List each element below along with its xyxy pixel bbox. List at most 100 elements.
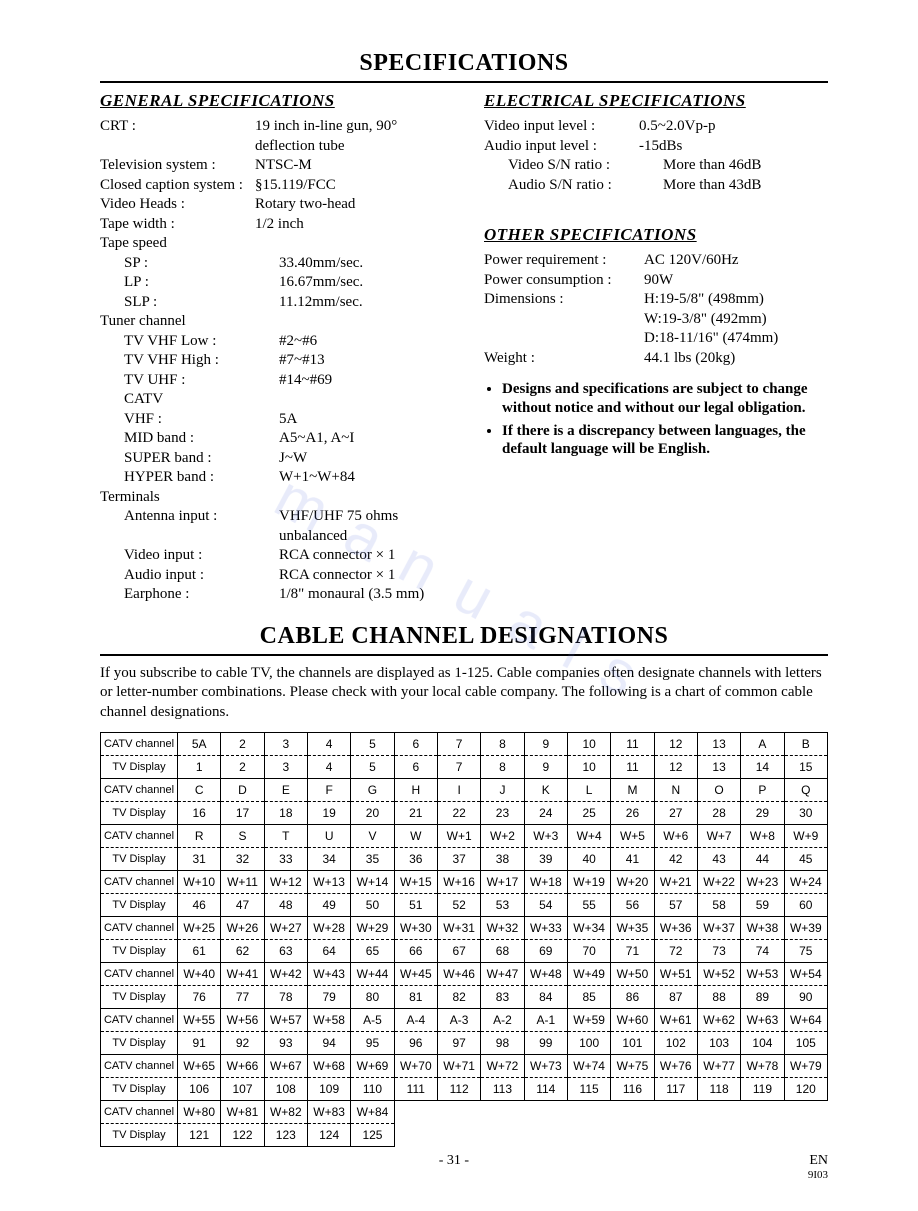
tv-cell: 15 <box>784 756 827 779</box>
catv-cell: W+5 <box>611 825 654 848</box>
spec-value: 1/2 inch <box>255 215 444 235</box>
catv-cell: W+76 <box>654 1055 697 1078</box>
catv-cell: W+56 <box>221 1009 264 1032</box>
tv-cell <box>394 1124 437 1147</box>
spec-value: #7~#13 <box>279 351 444 371</box>
tv-cell: 77 <box>221 986 264 1009</box>
tv-cell: 26 <box>611 802 654 825</box>
tv-cell: 29 <box>741 802 784 825</box>
tv-cell: 99 <box>524 1032 567 1055</box>
right-column: ELECTRICAL SPECIFICATIONS Video input le… <box>484 91 828 605</box>
tv-cell: 57 <box>654 894 697 917</box>
spec-value: More than 46dB <box>663 156 828 176</box>
catv-cell: W+11 <box>221 871 264 894</box>
catv-cell: W+69 <box>351 1055 394 1078</box>
tv-cell: 38 <box>481 848 524 871</box>
tv-cell: 72 <box>654 940 697 963</box>
spec-label <box>484 310 644 330</box>
tv-cell: 50 <box>351 894 394 917</box>
spec-label: CATV <box>100 390 279 410</box>
catv-cell: A-5 <box>351 1009 394 1032</box>
tv-cell: 64 <box>307 940 350 963</box>
spec-label: Closed caption system : <box>100 176 255 196</box>
tv-cell: 91 <box>178 1032 221 1055</box>
catv-cell: W+51 <box>654 963 697 986</box>
spec-label: LP : <box>100 273 279 293</box>
spec-row: SUPER band :J~W <box>100 449 444 469</box>
catv-cell: W+42 <box>264 963 307 986</box>
tv-cell: 16 <box>178 802 221 825</box>
catv-cell: W+81 <box>221 1101 264 1124</box>
row-label-tv: TV Display <box>101 894 178 917</box>
tv-cell: 51 <box>394 894 437 917</box>
spec-columns: GENERAL SPECIFICATIONS CRT :19 inch in-l… <box>100 91 828 605</box>
tv-cell: 59 <box>741 894 784 917</box>
spec-row: VHF :5A <box>100 410 444 430</box>
footer-code: 9I03 <box>808 1169 828 1181</box>
spec-label: Video S/N ratio : <box>484 156 663 176</box>
catv-cell: W+83 <box>307 1101 350 1124</box>
tv-cell: 65 <box>351 940 394 963</box>
catv-cell: W+8 <box>741 825 784 848</box>
catv-cell: W+20 <box>611 871 654 894</box>
spec-value: 0.5~2.0Vp-p <box>639 117 828 137</box>
catv-cell: W+35 <box>611 917 654 940</box>
catv-cell: W+19 <box>567 871 610 894</box>
tv-cell: 45 <box>784 848 827 871</box>
catv-cell: W+28 <box>307 917 350 940</box>
tv-cell: 101 <box>611 1032 654 1055</box>
spec-value: #2~#6 <box>279 332 444 352</box>
catv-cell: 6 <box>394 733 437 756</box>
footer-lang: EN <box>809 1153 828 1168</box>
tv-cell: 68 <box>481 940 524 963</box>
spec-row: TV VHF High :#7~#13 <box>100 351 444 371</box>
tv-cell: 103 <box>697 1032 740 1055</box>
catv-cell: W+59 <box>567 1009 610 1032</box>
tv-cell: 2 <box>221 756 264 779</box>
spec-label <box>484 329 644 349</box>
catv-cell: W+36 <box>654 917 697 940</box>
spec-row: Audio input :RCA connector × 1 <box>100 566 444 586</box>
catv-cell: W+72 <box>481 1055 524 1078</box>
spec-label: Tape speed <box>100 234 255 254</box>
cable-title: CABLE CHANNEL DESIGNATIONS <box>100 623 828 650</box>
catv-cell <box>741 1101 784 1124</box>
tv-cell: 12 <box>654 756 697 779</box>
footer: - 31 - EN 9I03 <box>100 1153 828 1181</box>
catv-cell: V <box>351 825 394 848</box>
tv-cell: 114 <box>524 1078 567 1101</box>
tv-cell: 17 <box>221 802 264 825</box>
spec-row: Power consumption :90W <box>484 271 828 291</box>
spec-row: deflection tube <box>100 137 444 157</box>
tv-cell: 97 <box>437 1032 480 1055</box>
tv-cell: 84 <box>524 986 567 1009</box>
tv-cell <box>524 1124 567 1147</box>
tv-cell: 66 <box>394 940 437 963</box>
catv-cell: W+13 <box>307 871 350 894</box>
catv-cell: 8 <box>481 733 524 756</box>
spec-value: 1/8" monaural (3.5 mm) <box>279 585 444 605</box>
spec-row: Power requirement :AC 120V/60Hz <box>484 251 828 271</box>
tv-cell: 3 <box>264 756 307 779</box>
catv-cell: L <box>567 779 610 802</box>
catv-cell: W+73 <box>524 1055 567 1078</box>
tv-cell: 63 <box>264 940 307 963</box>
spec-label: Video input : <box>100 546 279 566</box>
tv-cell: 33 <box>264 848 307 871</box>
tv-cell: 56 <box>611 894 654 917</box>
spec-value: A5~A1, A~I <box>279 429 444 449</box>
tv-cell: 47 <box>221 894 264 917</box>
catv-cell: A-4 <box>394 1009 437 1032</box>
tv-cell: 117 <box>654 1078 697 1101</box>
spec-label: Audio input level : <box>484 137 639 157</box>
tv-cell: 54 <box>524 894 567 917</box>
tv-cell: 11 <box>611 756 654 779</box>
spec-value: -15dBs <box>639 137 828 157</box>
spec-value: RCA connector × 1 <box>279 566 444 586</box>
catv-cell: W+71 <box>437 1055 480 1078</box>
electrical-title: ELECTRICAL SPECIFICATIONS <box>484 91 828 111</box>
catv-cell: W+2 <box>481 825 524 848</box>
catv-cell: W+24 <box>784 871 827 894</box>
catv-cell: 7 <box>437 733 480 756</box>
spec-value: 19 inch in-line gun, 90° <box>255 117 444 137</box>
